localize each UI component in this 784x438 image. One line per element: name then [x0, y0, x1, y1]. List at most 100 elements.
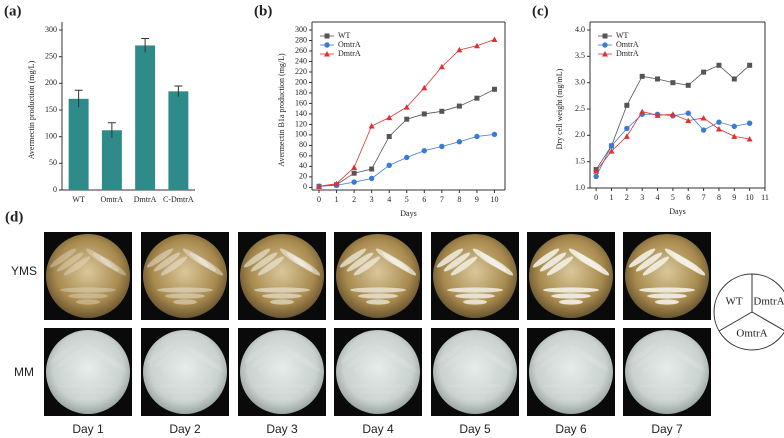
- plate: [433, 330, 517, 414]
- plate: [529, 330, 613, 414]
- streak: [196, 256, 224, 276]
- streak: [539, 252, 567, 272]
- marker: [351, 164, 358, 170]
- error-bar: [141, 38, 150, 53]
- plate: [529, 234, 613, 318]
- streak: [358, 389, 398, 395]
- streak: [436, 248, 464, 268]
- y-tick-label: 200: [45, 78, 57, 87]
- marker: [701, 69, 707, 75]
- plate: [46, 234, 130, 318]
- streak: [346, 348, 374, 368]
- x-tick-label: 4: [387, 195, 391, 204]
- marker: [654, 112, 661, 118]
- bar: [101, 130, 122, 190]
- streak: [160, 256, 188, 276]
- plate: [143, 234, 227, 318]
- y-tick-label: 1.5: [575, 156, 585, 165]
- chart: (b)0204060801001201401601802002202402602…: [254, 3, 506, 218]
- streak: [56, 348, 84, 368]
- y-tick-label: 3.5: [575, 51, 585, 60]
- streak: [146, 344, 174, 364]
- streak: [447, 383, 503, 389]
- streak: [196, 352, 224, 372]
- bar: [68, 98, 89, 190]
- streak: [250, 348, 278, 368]
- streak: [257, 352, 285, 372]
- marker: [685, 82, 691, 88]
- streak: [243, 248, 271, 268]
- bar: [135, 45, 156, 190]
- series-line: [318, 88, 495, 187]
- streak: [157, 287, 213, 293]
- x-tick-label: 6: [422, 195, 426, 204]
- day-label: Day 3: [266, 422, 298, 436]
- plate: [433, 234, 517, 318]
- plate: [143, 330, 227, 414]
- streak: [157, 383, 213, 389]
- marker: [351, 179, 357, 185]
- marker: [685, 117, 692, 124]
- day-label: Day 2: [169, 422, 201, 436]
- marker: [439, 108, 445, 114]
- x-tick-label: 10: [490, 195, 498, 204]
- x-axis-label: Days: [669, 207, 685, 216]
- y-tick-label: 40: [299, 161, 307, 170]
- marker: [421, 111, 427, 117]
- streak: [628, 344, 656, 364]
- streak: [254, 287, 310, 293]
- streak: [647, 293, 687, 299]
- marker: [404, 154, 410, 161]
- x-tick-label: WT: [72, 195, 85, 204]
- marker: [624, 125, 630, 132]
- x-tick-label: 1: [609, 193, 613, 202]
- bar: [168, 91, 189, 190]
- y-tick-label: 0: [303, 182, 307, 191]
- x-tick-label: 7: [440, 195, 444, 204]
- streak: [582, 352, 610, 372]
- marker: [368, 123, 375, 129]
- streak: [532, 248, 560, 268]
- legend-label: WT: [616, 31, 629, 40]
- streak: [76, 395, 100, 401]
- streak: [455, 293, 495, 299]
- streak: [389, 352, 417, 372]
- streak: [639, 287, 695, 293]
- marker: [473, 42, 480, 49]
- x-tick-label: 1: [335, 195, 339, 204]
- streak: [182, 248, 210, 268]
- streak: [189, 252, 217, 272]
- streak: [375, 344, 403, 364]
- streak: [678, 352, 706, 372]
- streak: [539, 348, 567, 368]
- streak: [628, 248, 656, 268]
- marker: [700, 114, 707, 121]
- marker: [456, 139, 463, 145]
- y-tick-label: 3.0: [575, 77, 585, 86]
- streak: [49, 248, 77, 268]
- x-tick-label: 7: [702, 193, 706, 202]
- legend-label: WT: [725, 296, 742, 308]
- streak: [85, 248, 113, 268]
- panel-label: (c): [532, 3, 549, 19]
- x-tick-label: 6: [686, 193, 690, 202]
- streak: [85, 344, 113, 364]
- streak: [350, 287, 406, 293]
- marker: [456, 103, 462, 109]
- streak: [678, 256, 706, 276]
- streak: [463, 299, 487, 305]
- panel-label: (a): [4, 3, 22, 19]
- marker: [716, 119, 722, 125]
- streak: [358, 293, 398, 299]
- x-tick-label: 0: [594, 193, 598, 202]
- y-tick-label: 300: [45, 25, 57, 34]
- marker: [593, 173, 599, 180]
- panel-label: (d): [5, 209, 23, 225]
- streak: [642, 352, 670, 372]
- legend-label: DmtrA: [338, 49, 361, 58]
- streak: [339, 248, 367, 268]
- streak: [60, 287, 116, 293]
- x-tick-label: 5: [671, 193, 675, 202]
- streak: [173, 299, 197, 305]
